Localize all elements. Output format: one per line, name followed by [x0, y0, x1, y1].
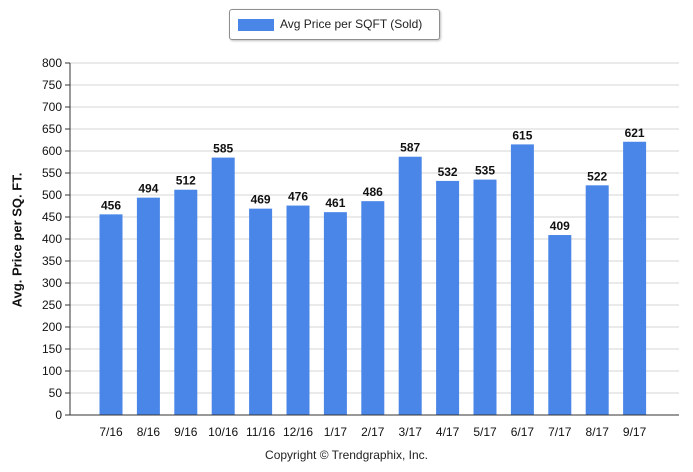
y-tick-label: 400 [42, 232, 62, 246]
x-tick-label: 7/16 [99, 425, 123, 439]
x-tick-label: 6/17 [511, 425, 535, 439]
x-tick-label: 10/16 [208, 425, 238, 439]
y-axis-title: Avg. Price per SQ. FT. [9, 172, 25, 308]
bar-11/16 [249, 208, 273, 415]
legend-label: Avg Price per SQFT (Sold) [280, 17, 423, 31]
bar-9/16 [174, 189, 198, 415]
bar-8/17 [585, 185, 609, 415]
x-tick-label: 7/17 [548, 425, 572, 439]
y-tick-label: 550 [42, 166, 62, 180]
bar-1/17 [323, 212, 347, 415]
y-axis-ticks: 0 50 100 150 200 250 300 350 400 450 500 550 600 650 7… [42, 56, 70, 422]
bar-8/16 [136, 197, 160, 415]
x-tick-label: 9/16 [174, 425, 198, 439]
y-tick-label: 350 [42, 254, 62, 268]
value-label: 461 [325, 196, 345, 210]
bar-4/17 [436, 180, 460, 415]
x-tick-label: 8/17 [586, 425, 610, 439]
bar-10/16 [211, 157, 235, 415]
y-tick-label: 250 [42, 298, 62, 312]
legend-swatch [238, 19, 274, 31]
bar-2/17 [361, 201, 385, 415]
x-axis-ticks: 7/16 8/16 9/16 10/16 11/16 12/16 1/17 2/17 3/17 4… [99, 425, 646, 439]
bar-7/17 [548, 235, 572, 415]
x-tick-label: 2/17 [361, 425, 385, 439]
value-label: 469 [251, 193, 271, 207]
value-labels: 456 494 512 585 469 476 461 486 587 532 535 615 409 5… [101, 126, 645, 233]
bars [99, 141, 647, 415]
value-label: 535 [475, 164, 495, 178]
bar-3/17 [398, 156, 422, 415]
x-tick-label: 3/17 [399, 425, 423, 439]
x-tick-label: 5/17 [473, 425, 497, 439]
value-label: 615 [512, 128, 532, 142]
x-tick-label: 1/17 [324, 425, 348, 439]
bar-6/17 [510, 144, 534, 415]
value-label: 585 [213, 142, 233, 156]
value-label: 522 [587, 169, 607, 183]
y-tick-label: 500 [42, 188, 62, 202]
y-tick-label: 0 [55, 408, 62, 422]
value-label: 456 [101, 198, 121, 212]
x-tick-label: 9/17 [623, 425, 647, 439]
y-tick-label: 800 [42, 56, 62, 70]
value-label: 494 [138, 182, 158, 196]
y-tick-label: 700 [42, 100, 62, 114]
value-label: 532 [438, 165, 458, 179]
bar-7/16 [99, 214, 123, 415]
y-tick-label: 450 [42, 210, 62, 224]
y-tick-label: 150 [42, 342, 62, 356]
bar-12/16 [286, 205, 310, 415]
value-label: 476 [288, 190, 308, 204]
y-tick-label: 200 [42, 320, 62, 334]
y-tick-label: 300 [42, 276, 62, 290]
y-tick-label: 50 [49, 386, 63, 400]
value-label: 512 [176, 174, 196, 188]
value-label: 587 [400, 141, 420, 155]
y-tick-label: 100 [42, 364, 62, 378]
x-tick-label: 4/17 [436, 425, 460, 439]
value-label: 621 [625, 126, 645, 140]
legend: Avg Price per SQFT (Sold) [229, 9, 440, 40]
x-tick-label: 8/16 [137, 425, 161, 439]
y-tick-label: 600 [42, 144, 62, 158]
bar-9/17 [623, 141, 647, 415]
copyright-text: Copyright © Trendgraphix, Inc. [265, 448, 428, 462]
y-tick-label: 750 [42, 78, 62, 92]
bar-5/17 [473, 179, 497, 415]
value-label: 486 [363, 185, 383, 199]
y-tick-label: 650 [42, 122, 62, 136]
x-tick-label: 12/16 [283, 425, 313, 439]
x-tick-label: 11/16 [246, 425, 275, 439]
value-label: 409 [550, 219, 570, 233]
